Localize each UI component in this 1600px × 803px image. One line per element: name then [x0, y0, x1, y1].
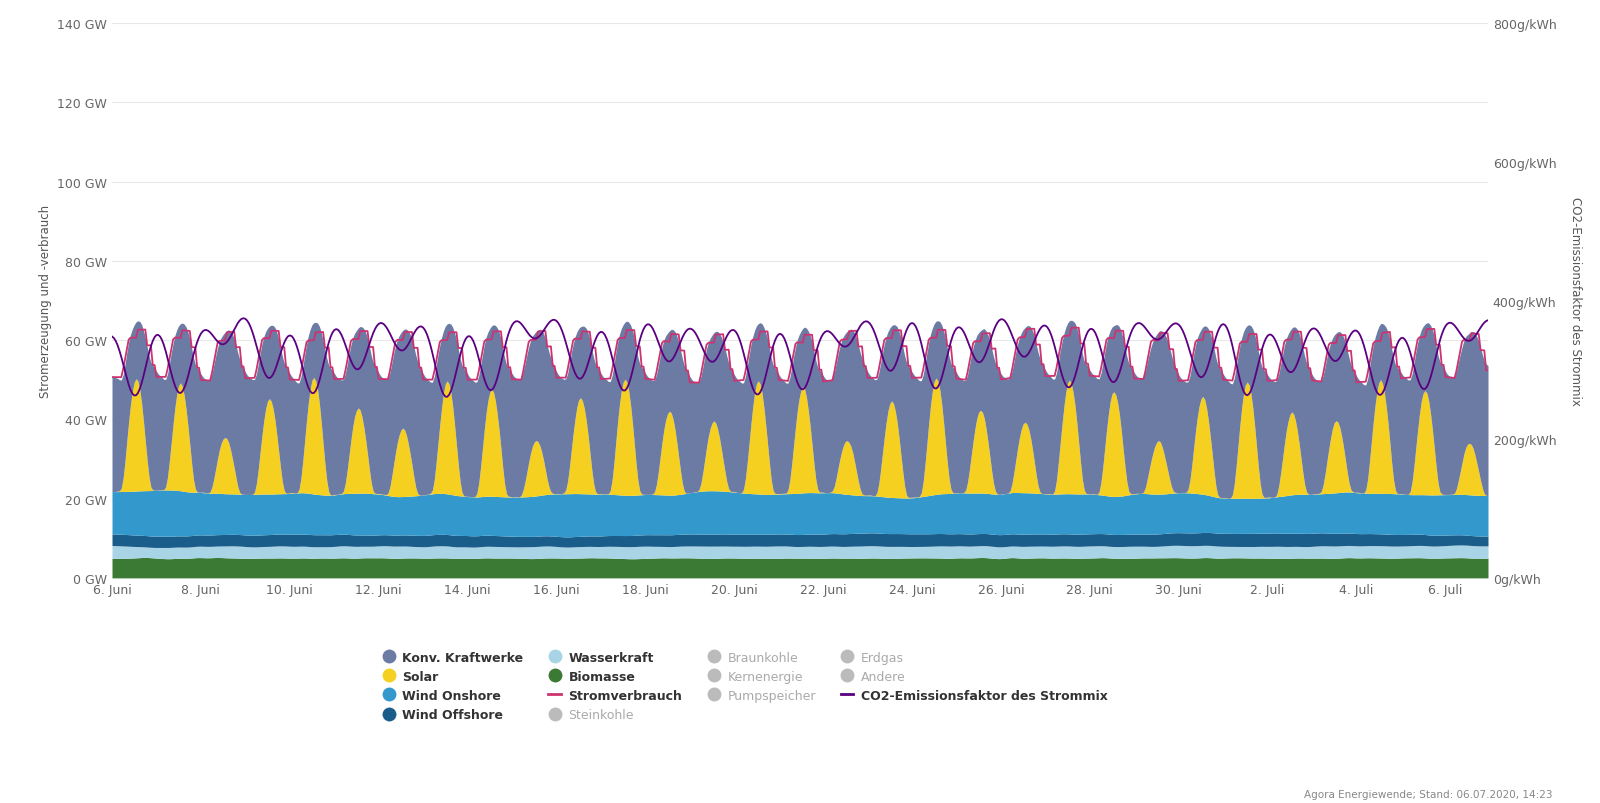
Legend: Konv. Kraftwerke, Solar, Wind Onshore, Wind Offshore, Wasserkraft, Biomasse, Str: Konv. Kraftwerke, Solar, Wind Onshore, W…: [382, 651, 1107, 722]
Y-axis label: CO2-Emissionsfaktor des Strommix: CO2-Emissionsfaktor des Strommix: [1568, 197, 1582, 406]
Text: Agora Energiewende; Stand: 06.07.2020, 14:23: Agora Energiewende; Stand: 06.07.2020, 1…: [1304, 789, 1552, 799]
Y-axis label: Stromerzeugung und -verbrauch: Stromerzeugung und -verbrauch: [38, 205, 51, 397]
